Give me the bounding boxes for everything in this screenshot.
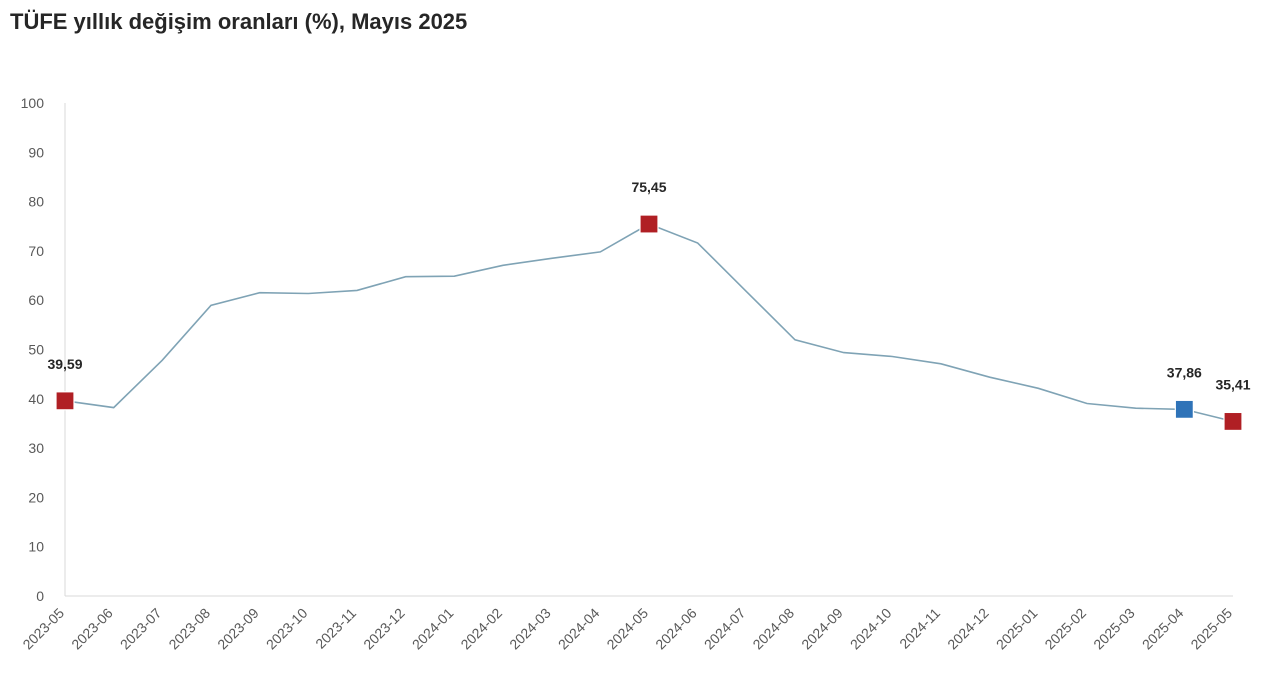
x-tick-label: 2024-03 [506,605,554,653]
markers-group [55,214,1243,432]
x-tick-label: 2023-07 [117,605,165,653]
x-tick-label: 2025-02 [1041,605,1089,653]
x-tick-label: 2025-01 [993,605,1041,653]
x-tick-label: 2024-04 [555,605,603,653]
y-axis-ticks: 0 10 20 30 40 50 60 70 80 90 100 [21,95,45,604]
x-tick-label: 2024-11 [896,605,943,652]
data-label: 39,59 [47,356,82,372]
highlight-marker [639,214,659,234]
data-label: 35,41 [1215,376,1250,392]
x-tick-label: 2023-10 [263,605,311,653]
x-tick-label: 2024-10 [847,605,895,653]
data-labels-group: 39,59 75,45 37,86 35,41 [47,179,1250,392]
chart-axes [64,103,1233,597]
series-line [64,223,1234,423]
y-tick-label: 70 [28,243,44,259]
x-tick-label: 2025-03 [1090,605,1138,653]
x-tick-label: 2025-04 [1139,605,1187,653]
highlight-marker [55,391,75,411]
x-tick-label: 2023-12 [360,605,408,653]
highlight-marker [1223,411,1243,432]
x-tick-label: 2024-07 [701,605,749,653]
x-axis-ticks: 2023-05 2023-06 2023-07 2023-08 2023-09 2023-… [19,605,1235,653]
x-tick-label: 2023-11 [312,605,359,652]
x-tick-label: 2024-12 [944,605,992,653]
x-tick-label: 2024-06 [652,605,700,653]
y-tick-label: 40 [28,391,44,407]
x-tick-label: 2025-05 [1187,605,1235,653]
x-tick-label: 2024-05 [603,605,651,653]
y-tick-label: 80 [28,194,44,210]
x-tick-label: 2024-01 [409,605,457,653]
y-tick-label: 0 [36,588,44,604]
y-tick-label: 30 [28,440,44,456]
chart-title: TÜFE yıllık değişim oranları (%), Mayıs … [10,9,468,34]
y-tick-label: 60 [28,292,44,308]
x-tick-label: 2023-09 [214,605,262,653]
highlight-marker [1174,399,1194,419]
series-line-group [64,223,1234,423]
data-label: 75,45 [631,179,666,195]
x-tick-label: 2023-05 [19,605,67,653]
y-tick-label: 10 [28,539,44,555]
x-tick-label: 2024-08 [749,605,797,653]
x-tick-label: 2023-06 [68,605,116,653]
data-label: 37,86 [1167,364,1202,380]
y-tick-label: 20 [28,489,44,505]
y-tick-label: 50 [28,342,44,358]
y-tick-label: 90 [28,144,44,160]
x-tick-label: 2024-09 [798,605,846,653]
x-tick-label: 2023-08 [165,605,213,653]
y-tick-label: 100 [21,95,45,111]
x-tick-label: 2024-02 [457,605,505,653]
